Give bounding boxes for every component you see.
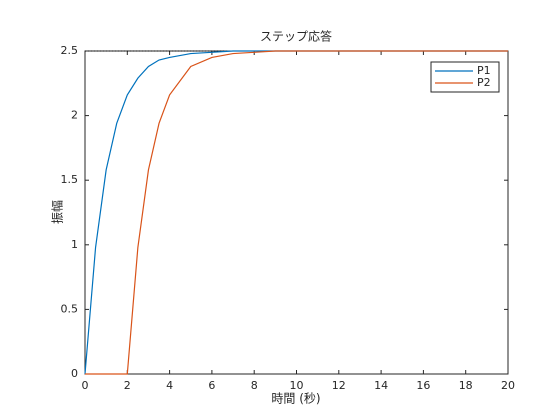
x-tick-label: 16 bbox=[416, 379, 430, 392]
legend-label: P1 bbox=[477, 64, 491, 77]
x-tick-label: 2 bbox=[124, 379, 131, 392]
x-tick-label: 14 bbox=[374, 379, 388, 392]
x-axis-label: 時間 (秒) bbox=[271, 392, 320, 406]
x-tick-label: 4 bbox=[166, 379, 173, 392]
y-tick-label: 2 bbox=[71, 109, 78, 122]
chart-title: ステップ応答 bbox=[260, 29, 332, 44]
y-tick-label: 0 bbox=[71, 367, 78, 380]
x-tick-label: 12 bbox=[332, 379, 346, 392]
x-tick-label: 8 bbox=[251, 379, 258, 392]
legend-label: P2 bbox=[477, 76, 491, 89]
y-axis-label: 振幅 bbox=[50, 200, 65, 224]
series-line bbox=[84, 50, 508, 375]
y-tick-label: 1 bbox=[71, 238, 78, 251]
x-tick-label: 0 bbox=[82, 379, 89, 392]
y-tick-label: 0.5 bbox=[61, 302, 79, 315]
y-tick-label: 2.5 bbox=[61, 44, 79, 57]
x-tick-label: 18 bbox=[459, 379, 473, 392]
series-line bbox=[85, 50, 508, 375]
y-tick-label: 1.5 bbox=[61, 173, 79, 186]
x-tick-label: 10 bbox=[290, 379, 304, 392]
x-tick-label: 6 bbox=[208, 379, 215, 392]
plot-area bbox=[84, 50, 509, 375]
legend-box bbox=[430, 61, 500, 93]
x-tick-label: 20 bbox=[501, 379, 515, 392]
